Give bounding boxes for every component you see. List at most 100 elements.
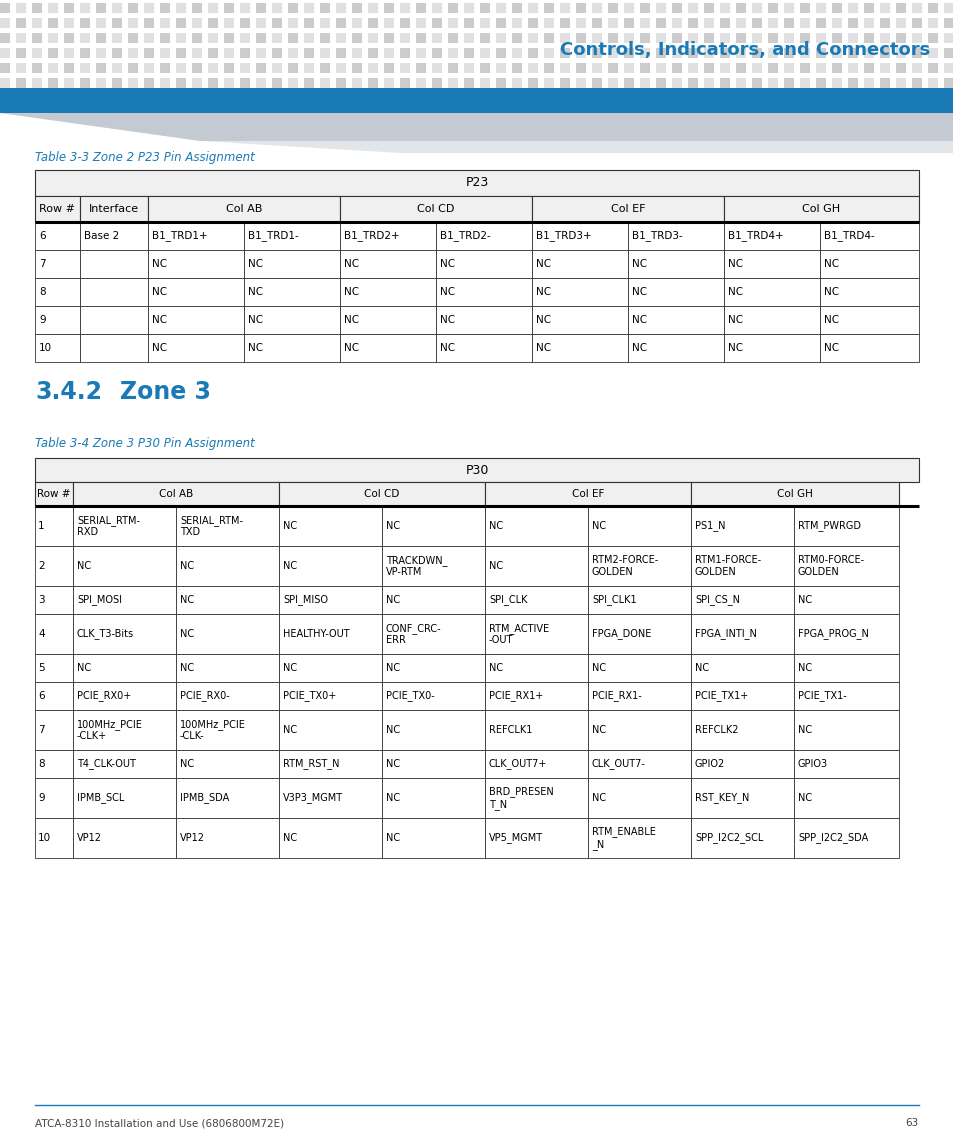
Bar bbox=[671, 78, 681, 88]
Bar bbox=[335, 63, 346, 73]
Bar bbox=[448, 78, 457, 88]
Bar bbox=[16, 33, 26, 44]
Bar bbox=[0, 3, 10, 13]
Bar bbox=[16, 48, 26, 58]
Text: 10: 10 bbox=[39, 344, 52, 353]
Bar bbox=[735, 3, 745, 13]
Text: RTM_ENABLE
_N: RTM_ENABLE _N bbox=[592, 827, 655, 850]
Text: NC: NC bbox=[283, 561, 296, 571]
Bar bbox=[751, 3, 761, 13]
Bar bbox=[35, 682, 73, 710]
Bar bbox=[368, 33, 377, 44]
Bar bbox=[432, 18, 441, 27]
Bar bbox=[384, 48, 394, 58]
Bar bbox=[288, 63, 297, 73]
Text: NC: NC bbox=[283, 521, 296, 531]
Text: B1_TRD2+: B1_TRD2+ bbox=[344, 230, 399, 242]
Text: B1_TRD4-: B1_TRD4- bbox=[823, 230, 874, 242]
Bar bbox=[35, 196, 80, 222]
Bar bbox=[160, 78, 170, 88]
Bar bbox=[160, 3, 170, 13]
Text: NC: NC bbox=[797, 595, 811, 605]
Text: NC: NC bbox=[152, 287, 167, 297]
Bar bbox=[381, 818, 484, 858]
Bar bbox=[244, 278, 339, 306]
Text: FPGA_INTI_N: FPGA_INTI_N bbox=[695, 629, 756, 639]
Text: RTM0-FORCE-
GOLDEN: RTM0-FORCE- GOLDEN bbox=[797, 555, 863, 577]
Bar bbox=[175, 78, 186, 88]
Bar bbox=[690, 750, 793, 777]
Text: 9: 9 bbox=[38, 793, 45, 803]
Bar bbox=[175, 33, 186, 44]
Bar bbox=[815, 48, 825, 58]
Text: NC: NC bbox=[180, 629, 193, 639]
Bar bbox=[192, 33, 202, 44]
Text: 100MHz_PCIE
-CLK+: 100MHz_PCIE -CLK+ bbox=[77, 719, 143, 741]
Text: NC: NC bbox=[439, 315, 455, 325]
Bar bbox=[592, 33, 601, 44]
Bar bbox=[192, 3, 202, 13]
Bar bbox=[863, 78, 873, 88]
Text: B1_TRD4+: B1_TRD4+ bbox=[727, 230, 782, 242]
Text: T4_CLK-OUT: T4_CLK-OUT bbox=[77, 758, 135, 769]
Bar bbox=[496, 3, 505, 13]
Bar bbox=[576, 78, 585, 88]
Bar bbox=[384, 33, 394, 44]
Bar bbox=[479, 78, 490, 88]
Text: NC: NC bbox=[152, 259, 167, 269]
Text: 7: 7 bbox=[38, 725, 45, 735]
Bar bbox=[720, 48, 729, 58]
Bar bbox=[272, 3, 282, 13]
Bar bbox=[863, 63, 873, 73]
Bar bbox=[339, 196, 532, 222]
Bar bbox=[224, 3, 233, 13]
Bar bbox=[160, 33, 170, 44]
Bar bbox=[911, 63, 921, 73]
Text: NC: NC bbox=[727, 287, 742, 297]
Bar bbox=[48, 18, 58, 27]
Text: RST_KEY_N: RST_KEY_N bbox=[695, 792, 749, 804]
Text: NC: NC bbox=[631, 259, 646, 269]
Bar bbox=[48, 3, 58, 13]
Bar bbox=[64, 33, 74, 44]
Bar bbox=[35, 506, 73, 546]
Text: CLK_OUT7+: CLK_OUT7+ bbox=[489, 758, 547, 769]
Text: NC: NC bbox=[344, 287, 358, 297]
Bar bbox=[735, 33, 745, 44]
Bar bbox=[815, 63, 825, 73]
Bar bbox=[272, 78, 282, 88]
Bar bbox=[723, 306, 820, 334]
Bar bbox=[639, 78, 649, 88]
Bar bbox=[368, 63, 377, 73]
Bar bbox=[623, 78, 634, 88]
Bar bbox=[671, 63, 681, 73]
Text: PCIE_TX0-: PCIE_TX0- bbox=[386, 690, 435, 702]
Bar bbox=[512, 33, 521, 44]
Bar bbox=[863, 18, 873, 27]
Bar bbox=[64, 18, 74, 27]
Bar bbox=[911, 3, 921, 13]
Bar bbox=[288, 48, 297, 58]
Text: B1_TRD3-: B1_TRD3- bbox=[631, 230, 682, 242]
Text: GPIO3: GPIO3 bbox=[797, 759, 827, 769]
Bar bbox=[484, 546, 587, 586]
Bar bbox=[639, 33, 649, 44]
Bar bbox=[255, 33, 266, 44]
Bar bbox=[512, 18, 521, 27]
Text: RTM2-FORCE-
GOLDEN: RTM2-FORCE- GOLDEN bbox=[592, 555, 658, 577]
Bar bbox=[80, 78, 90, 88]
Bar bbox=[800, 48, 809, 58]
Bar bbox=[384, 18, 394, 27]
Bar bbox=[879, 33, 889, 44]
Bar bbox=[656, 48, 665, 58]
Bar bbox=[148, 196, 339, 222]
Bar bbox=[627, 250, 723, 278]
Bar bbox=[639, 3, 649, 13]
Bar bbox=[304, 18, 314, 27]
Bar bbox=[831, 48, 841, 58]
Text: SPI_CLK: SPI_CLK bbox=[489, 594, 527, 606]
Bar bbox=[448, 63, 457, 73]
Text: V3P3_MGMT: V3P3_MGMT bbox=[283, 792, 343, 804]
Bar bbox=[783, 33, 793, 44]
Bar bbox=[240, 3, 250, 13]
